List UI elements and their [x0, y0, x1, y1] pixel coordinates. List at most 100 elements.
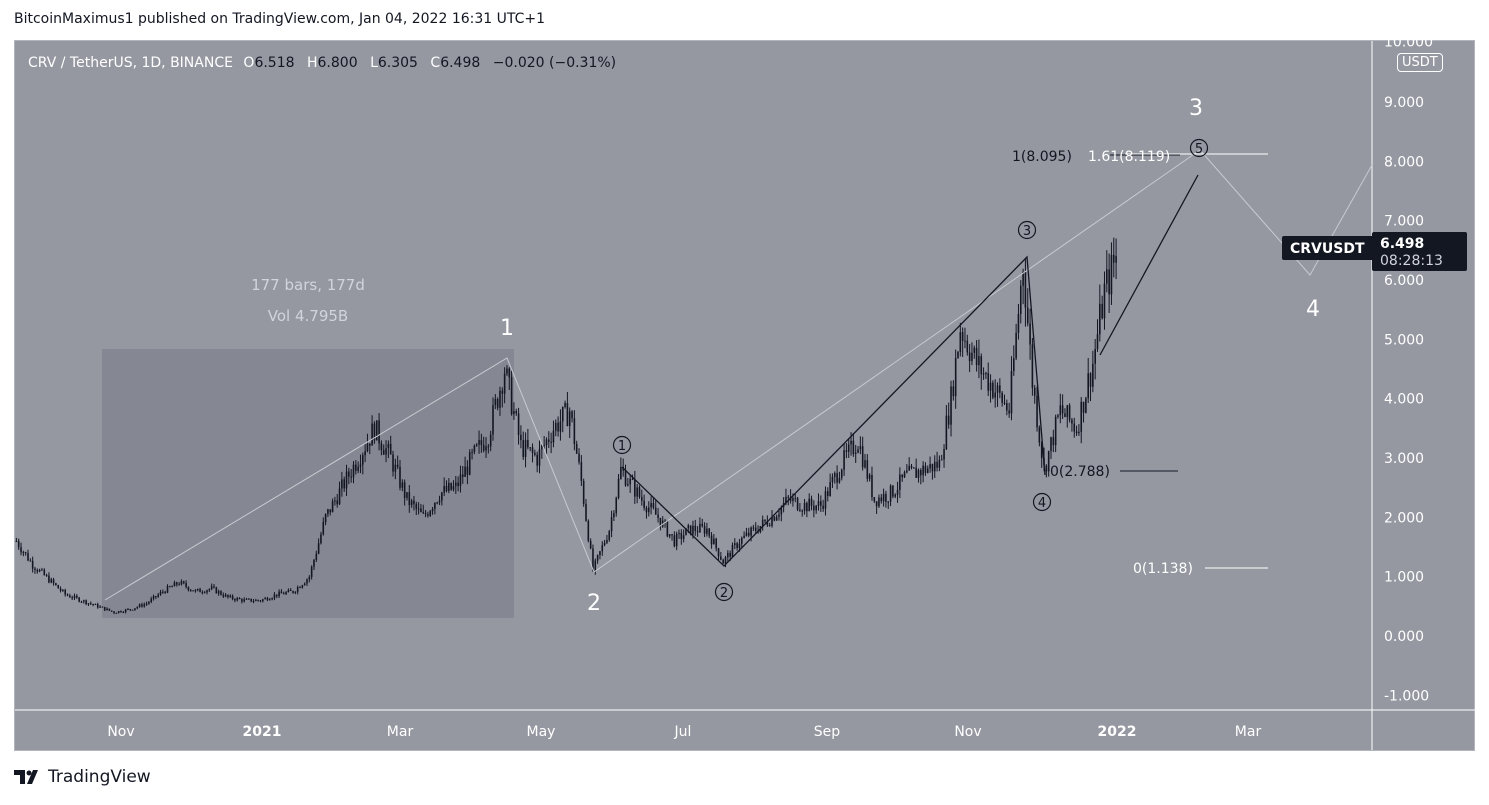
candle-body	[80, 601, 83, 603]
candle-body	[241, 599, 243, 602]
candle-body	[1052, 437, 1055, 446]
candle-body	[99, 606, 101, 608]
candle-body	[89, 603, 92, 605]
fib-label-mid: 0(2.788)	[1050, 464, 1110, 480]
candle-body	[113, 611, 115, 614]
candle-body	[329, 509, 332, 513]
candle-body	[471, 451, 473, 453]
candle-body	[950, 386, 952, 425]
candle-body	[410, 500, 413, 506]
candle-body	[729, 552, 731, 557]
candle-body	[1066, 405, 1069, 417]
candle-body	[734, 543, 736, 546]
candle-body	[1057, 415, 1059, 417]
candle-body	[108, 608, 111, 611]
candle-body	[954, 357, 957, 397]
candle-body	[750, 527, 752, 536]
candle-body	[845, 450, 848, 452]
candle-body	[933, 461, 936, 472]
candle-body	[752, 527, 755, 529]
subwave-circle	[1189, 138, 1209, 158]
candle-body	[638, 487, 641, 497]
time-tick: May	[527, 724, 556, 740]
candle-body	[1080, 401, 1083, 432]
candle-body	[1036, 395, 1038, 428]
candle-body	[438, 500, 441, 503]
candle-body	[250, 598, 252, 602]
candle-body	[594, 560, 597, 571]
candle-body	[180, 581, 183, 585]
subwave-label: 1	[618, 439, 626, 454]
candle-body	[1022, 271, 1024, 286]
candle-body	[131, 609, 134, 611]
candle-body	[461, 474, 464, 477]
candle-body	[162, 591, 164, 593]
candle-body	[568, 411, 571, 427]
candle-body	[196, 588, 199, 591]
candle-body	[982, 373, 985, 375]
candle-body	[896, 489, 899, 495]
candle-body	[208, 589, 211, 591]
candle-body	[843, 450, 845, 470]
candle-body	[1003, 402, 1006, 404]
candle-body	[694, 525, 697, 532]
candle-body	[243, 599, 246, 602]
candle-body	[1010, 371, 1013, 414]
candle-body	[48, 575, 50, 583]
currency-button[interactable]: USDT	[1397, 53, 1443, 72]
candle-body	[833, 473, 836, 477]
candle-body	[917, 469, 920, 478]
candle-body	[717, 548, 720, 557]
candle-body	[468, 452, 471, 475]
candle-body	[455, 482, 457, 487]
candle-body	[278, 591, 280, 597]
tradingview-logo[interactable]: TradingView	[14, 767, 151, 787]
candle-body	[71, 597, 73, 599]
price-tick: 7.000	[1384, 214, 1424, 230]
candle-body	[338, 488, 341, 505]
candle-body	[885, 493, 887, 502]
candle-body	[299, 587, 301, 589]
candle-body	[796, 497, 799, 510]
subwave-circle	[612, 435, 632, 455]
fib-label-low: 0(1.138)	[1133, 561, 1193, 577]
candle-body	[78, 597, 80, 602]
candle-body	[1089, 373, 1092, 387]
candle-body	[417, 508, 420, 510]
candle-body	[903, 472, 906, 478]
candle-body	[838, 477, 841, 483]
candle-body	[778, 514, 780, 517]
candle-body	[308, 576, 311, 580]
candle-body	[189, 590, 192, 592]
candle-body	[41, 569, 43, 571]
candle-body	[652, 503, 655, 508]
candle-body	[341, 479, 343, 489]
candle-body	[371, 423, 373, 446]
candle-body	[489, 434, 492, 447]
candle-body	[703, 526, 706, 534]
candle-body	[985, 373, 987, 375]
candle-body	[34, 568, 36, 571]
candle-body	[971, 352, 973, 362]
candle-body	[820, 501, 822, 506]
candle-body	[754, 527, 757, 531]
candle-body	[1112, 254, 1115, 263]
candle-body	[17, 541, 20, 548]
candle-body	[368, 443, 371, 446]
candle-body	[110, 610, 113, 612]
candle-body	[996, 385, 999, 393]
candle-body	[938, 459, 941, 468]
low-value: 6.305	[377, 55, 418, 71]
candle-body	[578, 453, 580, 463]
candle-body	[222, 594, 225, 597]
candle-body	[913, 467, 915, 469]
candle-body	[524, 439, 527, 457]
candle-body	[1064, 413, 1066, 417]
candle-body	[1026, 307, 1029, 324]
subwave-circle	[1032, 492, 1052, 512]
candle-body	[878, 497, 880, 507]
candle-body	[761, 519, 764, 527]
candle-body	[182, 581, 185, 584]
candle-body	[541, 445, 543, 450]
